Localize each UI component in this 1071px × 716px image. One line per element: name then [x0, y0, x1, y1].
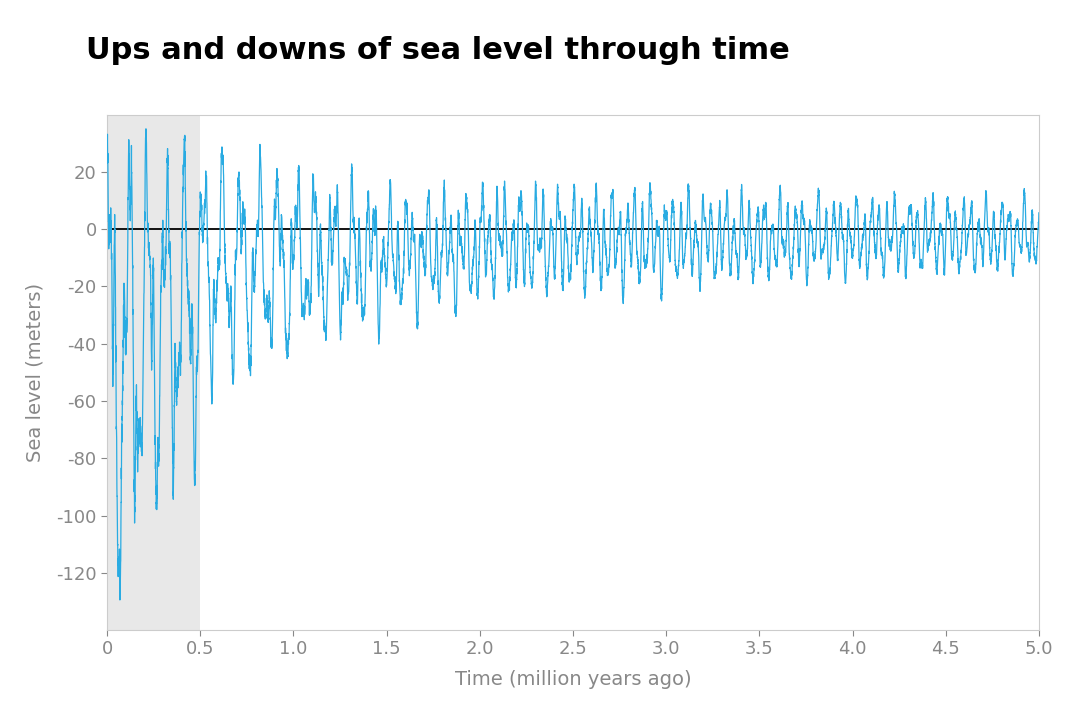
Y-axis label: Sea level (meters): Sea level (meters)	[26, 283, 45, 462]
Bar	[107, 115, 200, 630]
X-axis label: Time (million years ago): Time (million years ago)	[455, 669, 691, 689]
Text: Ups and downs of sea level through time: Ups and downs of sea level through time	[86, 36, 789, 65]
